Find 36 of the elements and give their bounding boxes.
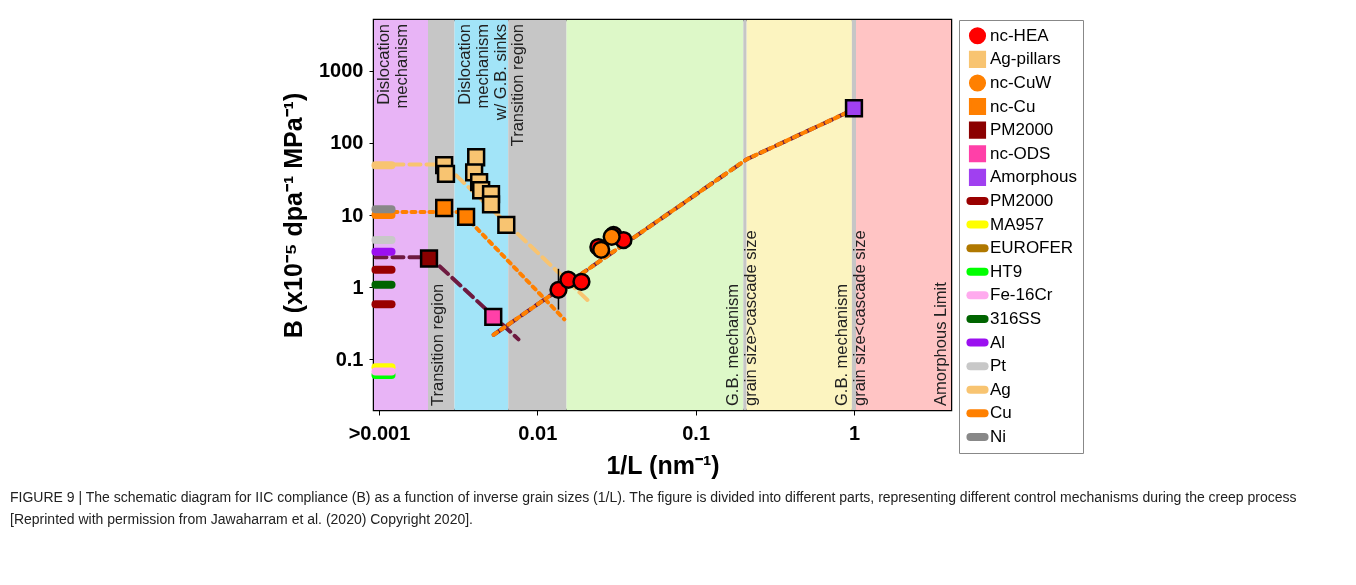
x-axis-title: 1/L (nm⁻¹) <box>606 450 720 479</box>
legend-label: nc-HEA <box>990 25 1050 45</box>
legend-label: Ag <box>990 379 1011 399</box>
legend-label: Amorphous <box>990 167 1077 187</box>
band-label: G.B. mechanism grain size<cascade size <box>831 230 868 406</box>
x-tick-label: 1 <box>848 421 861 444</box>
legend-label: nc-Cu <box>990 96 1036 116</box>
legend-label: Fe-16Cr <box>990 285 1053 305</box>
band-label: Transition region <box>508 24 527 147</box>
band-label: G.B. mechanism grain size>cascade size <box>723 230 760 406</box>
legend-label: PM2000 <box>990 120 1054 140</box>
legend-label: Pt <box>990 356 1007 376</box>
legend-label: Ag-pillars <box>990 49 1061 69</box>
y-tick-label: 100 <box>330 131 364 154</box>
y-tick-label: 0.1 <box>335 348 364 370</box>
y-tick-label: 1000 <box>319 59 364 81</box>
x-tick-label: 0.1 <box>682 421 711 444</box>
legend-label: PM2000 <box>990 190 1054 210</box>
band-label: Dislocation mechanism <box>374 24 410 109</box>
legend-label: EUROFER <box>990 238 1074 258</box>
x-tick-label: 0.01 <box>518 421 558 444</box>
band-label: Amorphous Limit <box>931 281 949 406</box>
band-label: Transition region <box>428 283 447 406</box>
x-tick-label: >0.001 <box>348 421 411 444</box>
legend-label: Al <box>990 332 1006 352</box>
caption: FIGURE 9 | The schematic diagram for IIC compliance (B) as a function of inverse grain sizes (1/L). The figure is divided into different parts, representing different control mechanisms during the creep process [Reprinted with permission from Jawaharram et al. (2020) Copyright 2020]. <box>10 488 1298 529</box>
y-axis-title: B (x10⁻⁵ dpa⁻¹ MPa⁻¹) <box>279 92 308 339</box>
y-tick-label: 10 <box>341 203 364 226</box>
legend-label: Ni <box>990 426 1007 446</box>
y-tick-label: 1 <box>352 275 364 298</box>
legend-label: 316SS <box>990 308 1042 328</box>
legend-label: Cu <box>990 403 1012 423</box>
legend-label: MA957 <box>990 214 1044 234</box>
legend-label: nc-ODS <box>990 143 1051 163</box>
legend-label: nc-CuW <box>990 72 1052 92</box>
legend-label: HT9 <box>990 261 1023 281</box>
